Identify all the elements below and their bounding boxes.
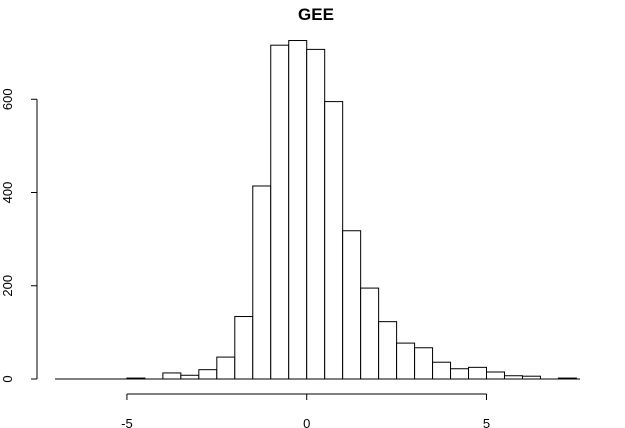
histogram-bar — [360, 287, 380, 380]
histogram-bar — [396, 342, 416, 380]
histogram-bar — [378, 321, 398, 380]
histogram-bar — [521, 375, 541, 380]
x-tick-label: 0 — [303, 416, 310, 428]
histogram-bar — [468, 366, 488, 380]
histogram-bar — [288, 40, 308, 380]
histogram-bars — [126, 40, 577, 380]
histogram-bar — [324, 101, 344, 380]
histogram-bar — [234, 316, 254, 380]
histogram-bar — [198, 369, 218, 380]
y-tick-label: 200 — [0, 275, 15, 297]
y-tick-label: 400 — [0, 182, 15, 204]
histogram-bar — [126, 377, 146, 380]
y-tick-label: 600 — [0, 88, 15, 110]
histogram-bar — [342, 230, 362, 380]
plot-area — [55, 40, 580, 380]
y-tick-label: 0 — [0, 375, 15, 382]
histogram-bar — [162, 372, 182, 380]
histogram-bar — [503, 375, 523, 380]
x-tick-label: -5 — [121, 416, 133, 428]
histogram-bar — [432, 361, 452, 380]
histogram-bar — [486, 371, 505, 380]
histogram-bar — [557, 377, 577, 380]
histogram-bar — [450, 368, 470, 380]
y-axis: 0 200 400 600 — [0, 88, 38, 383]
histogram-bar — [270, 44, 290, 380]
x-axis: -5 0 5 — [121, 393, 490, 428]
histogram-bar — [216, 356, 236, 380]
histogram-bar — [180, 374, 200, 380]
histogram-bar — [306, 48, 326, 380]
histogram-bar — [252, 185, 272, 380]
x-tick-label: 5 — [483, 416, 490, 428]
histogram-bar — [414, 347, 434, 380]
chart-title: GEE — [298, 5, 334, 24]
